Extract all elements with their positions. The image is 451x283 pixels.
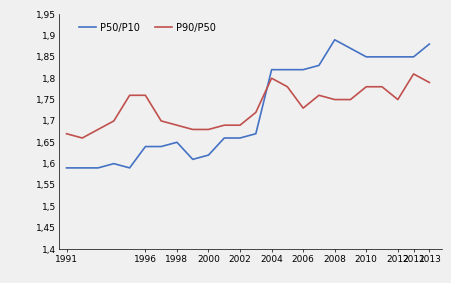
P50/P10 [174, 141, 179, 144]
P90/P50 [332, 98, 337, 101]
P50/P10 [379, 55, 385, 59]
P50/P10 [300, 68, 306, 71]
P90/P50 [411, 72, 416, 76]
P50/P10 [221, 136, 227, 140]
P90/P50 [174, 123, 179, 127]
P90/P50 [379, 85, 385, 89]
Line: P50/P10: P50/P10 [66, 40, 429, 168]
P90/P50 [427, 81, 432, 84]
P90/P50 [95, 128, 101, 131]
P50/P10 [143, 145, 148, 148]
P50/P10 [316, 64, 322, 67]
P50/P10 [253, 132, 258, 136]
P90/P50 [206, 128, 211, 131]
P50/P10 [395, 55, 400, 59]
P50/P10 [158, 145, 164, 148]
P50/P10 [427, 42, 432, 46]
P50/P10 [79, 166, 85, 170]
P90/P50 [348, 98, 353, 101]
P90/P50 [300, 106, 306, 110]
P90/P50 [64, 132, 69, 136]
Legend: P50/P10, P90/P50: P50/P10, P90/P50 [75, 19, 220, 37]
P50/P10 [64, 166, 69, 170]
P90/P50 [237, 123, 243, 127]
P50/P10 [411, 55, 416, 59]
P90/P50 [285, 85, 290, 89]
P50/P10 [285, 68, 290, 71]
P90/P50 [316, 94, 322, 97]
P90/P50 [79, 136, 85, 140]
P90/P50 [395, 98, 400, 101]
P50/P10 [206, 153, 211, 157]
P50/P10 [237, 136, 243, 140]
Line: P90/P50: P90/P50 [66, 74, 429, 138]
P90/P50 [111, 119, 116, 123]
P90/P50 [143, 94, 148, 97]
P50/P10 [190, 158, 195, 161]
P50/P10 [332, 38, 337, 42]
P50/P10 [95, 166, 101, 170]
P90/P50 [190, 128, 195, 131]
P90/P50 [269, 76, 274, 80]
P50/P10 [269, 68, 274, 71]
P50/P10 [111, 162, 116, 165]
P90/P50 [364, 85, 369, 89]
P90/P50 [221, 123, 227, 127]
P50/P10 [348, 47, 353, 50]
P90/P50 [127, 94, 132, 97]
P90/P50 [253, 111, 258, 114]
P50/P10 [127, 166, 132, 170]
P50/P10 [364, 55, 369, 59]
P90/P50 [158, 119, 164, 123]
